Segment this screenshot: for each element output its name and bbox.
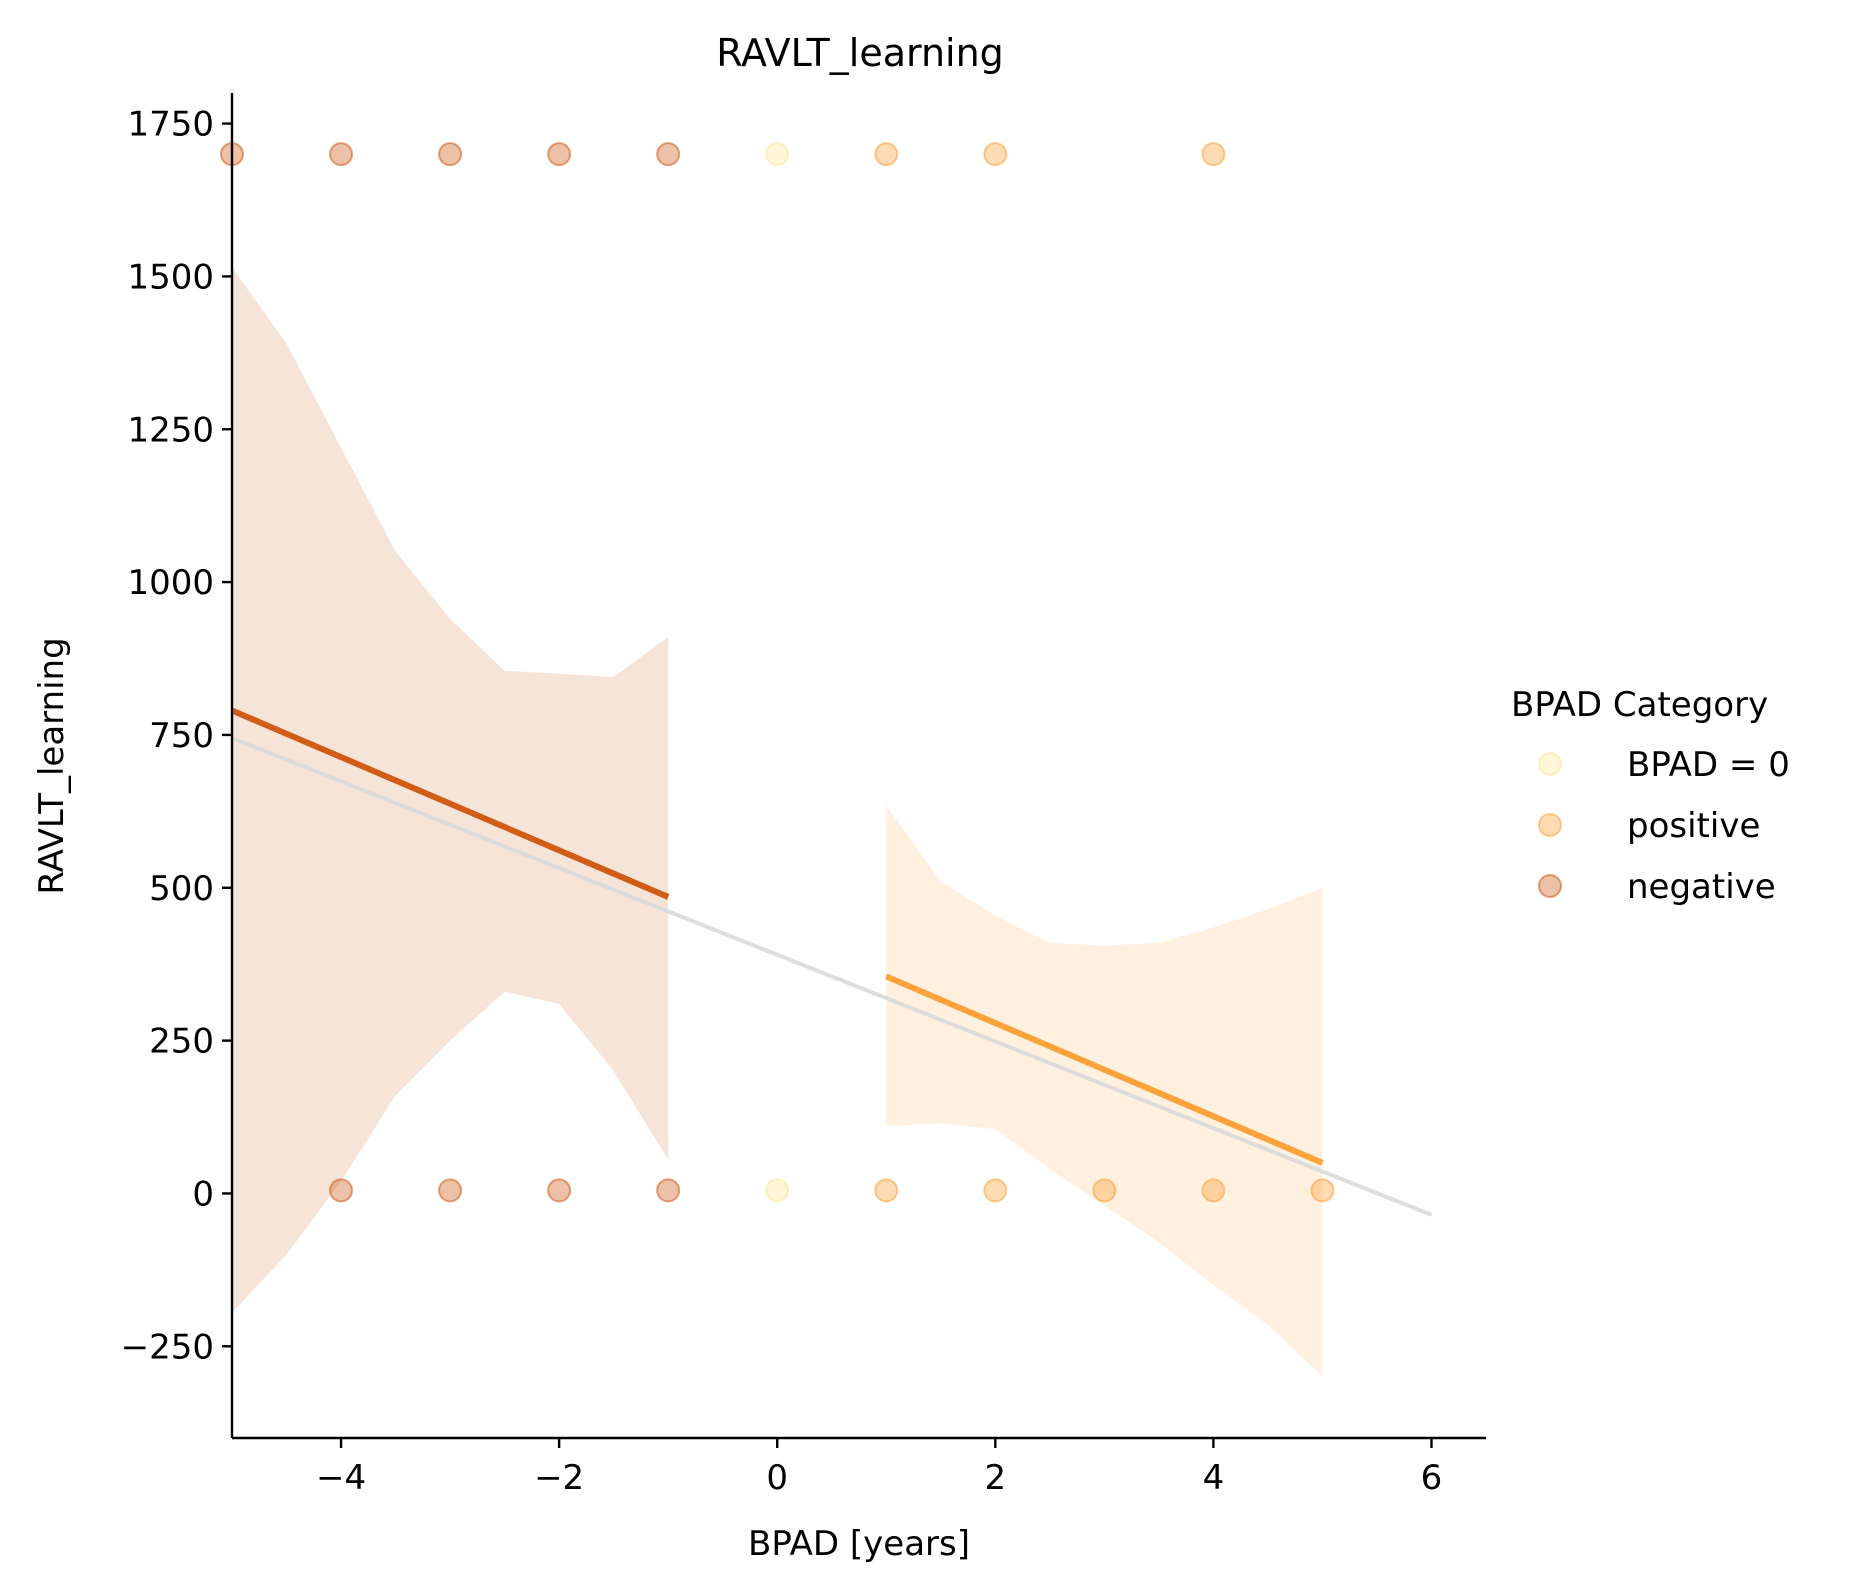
legend-marker-bpad-0 bbox=[1538, 752, 1562, 776]
y-axis-label: RAVLT_learning bbox=[32, 637, 72, 894]
x-ticks: −4 −2 0 2 4 6 bbox=[316, 1438, 1442, 1498]
point-positive bbox=[874, 142, 899, 167]
legend-label-positive: positive bbox=[1627, 806, 1760, 846]
regression-lines bbox=[230, 707, 1433, 1217]
point-positive bbox=[1201, 1178, 1226, 1203]
point-positive bbox=[983, 1178, 1008, 1203]
confidence-band-positive bbox=[886, 805, 1323, 1377]
point-negative bbox=[547, 1178, 572, 1203]
point-positive bbox=[874, 1178, 899, 1203]
y-tick-label: 250 bbox=[149, 1022, 214, 1062]
x-tick-label: 0 bbox=[766, 1458, 788, 1498]
legend-title: BPAD Category bbox=[1511, 685, 1768, 725]
point-negative bbox=[656, 142, 681, 167]
x-tick-label: 6 bbox=[1421, 1458, 1443, 1498]
point-positive bbox=[1310, 1178, 1335, 1203]
legend-marker-positive bbox=[1538, 813, 1562, 837]
point-positive bbox=[983, 142, 1008, 167]
y-tick-label: 750 bbox=[149, 716, 214, 756]
point-negative bbox=[656, 1178, 681, 1203]
point-negative bbox=[438, 1178, 463, 1203]
point-positive bbox=[1201, 142, 1226, 167]
legend-label-negative: negative bbox=[1627, 867, 1776, 907]
confidence-bands bbox=[232, 267, 1323, 1377]
chart-title: RAVLT_learning bbox=[716, 31, 1004, 75]
confidence-band-negative bbox=[232, 267, 669, 1313]
point-negative bbox=[329, 142, 354, 167]
point-bpad-0 bbox=[765, 1178, 790, 1203]
y-tick-label: 1000 bbox=[127, 563, 214, 603]
regression-line-negative bbox=[230, 707, 670, 900]
legend-marker-negative bbox=[1538, 874, 1562, 898]
x-tick-label: −4 bbox=[316, 1458, 366, 1498]
regression-line-positive bbox=[885, 973, 1324, 1166]
overall-regression-line bbox=[231, 736, 1433, 1217]
x-tick-label: 2 bbox=[984, 1458, 1006, 1498]
point-negative bbox=[329, 1178, 354, 1203]
axes bbox=[230, 93, 1486, 1440]
x-tick-label: −2 bbox=[534, 1458, 584, 1498]
point-bpad-0 bbox=[765, 142, 790, 167]
point-positive bbox=[1092, 1178, 1117, 1203]
x-axis-label: BPAD [years] bbox=[748, 1524, 970, 1564]
y-tick-label: 0 bbox=[192, 1174, 214, 1214]
data-points bbox=[220, 142, 1335, 1203]
legend: BPAD Category BPAD = 0 positive negative bbox=[1511, 685, 1790, 907]
y-tick-label: 1750 bbox=[127, 105, 214, 145]
legend-label-bpad-0: BPAD = 0 bbox=[1627, 745, 1790, 785]
y-ticks: −250 0 250 500 750 1000 1250 1500 1750 bbox=[121, 105, 232, 1367]
y-tick-label: 1500 bbox=[127, 257, 214, 297]
y-tick-label: −250 bbox=[121, 1327, 214, 1367]
point-negative bbox=[547, 142, 572, 167]
point-negative bbox=[438, 142, 463, 167]
legend-entries: BPAD = 0 positive negative bbox=[1538, 745, 1790, 907]
x-tick-label: 4 bbox=[1203, 1458, 1225, 1498]
y-tick-label: 1250 bbox=[127, 410, 214, 450]
y-tick-label: 500 bbox=[149, 869, 214, 909]
